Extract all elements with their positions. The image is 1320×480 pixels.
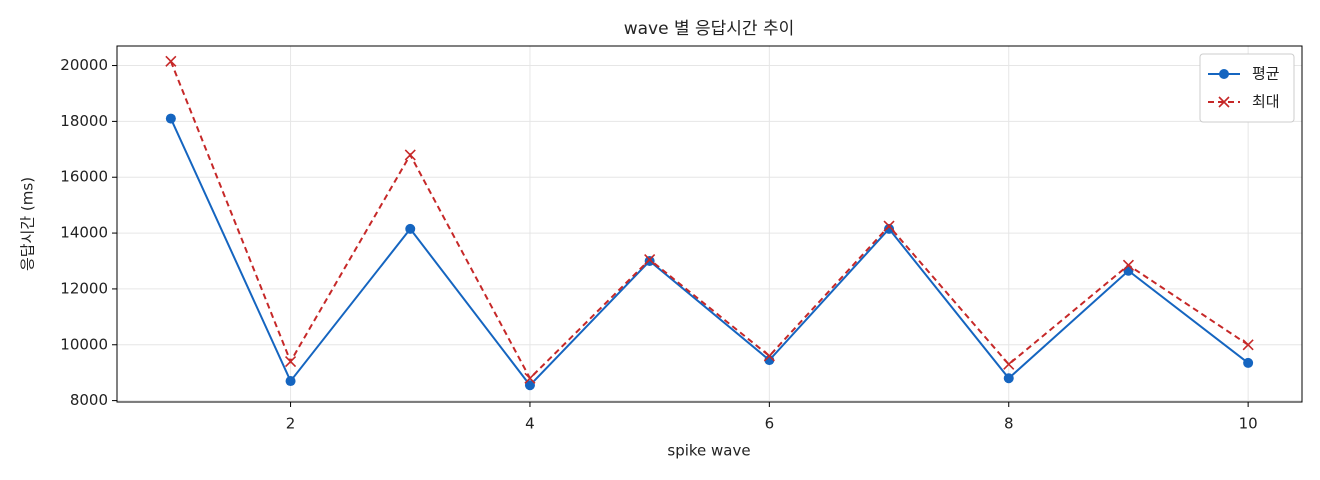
point bbox=[165, 55, 177, 67]
legend-label: 평균 bbox=[1252, 65, 1280, 83]
point bbox=[884, 223, 895, 234]
point bbox=[405, 223, 416, 234]
series-line bbox=[169, 60, 1249, 380]
point bbox=[1003, 358, 1015, 370]
plot-frame bbox=[116, 45, 1303, 403]
x-tick-label: 2 bbox=[286, 415, 296, 433]
point bbox=[1243, 357, 1254, 368]
y-tick-label: 10000 bbox=[60, 335, 108, 353]
y-tick-label: 12000 bbox=[60, 279, 108, 297]
legend-label: 최대 bbox=[1252, 93, 1280, 111]
legend-marker bbox=[1219, 69, 1229, 79]
y-axis-label: 응답시간 (ms) bbox=[19, 177, 37, 271]
legend-marker bbox=[1218, 96, 1230, 108]
point bbox=[524, 380, 535, 391]
point bbox=[524, 372, 536, 384]
x-tick-label: 8 bbox=[1004, 415, 1014, 433]
point bbox=[284, 355, 297, 368]
point bbox=[1122, 259, 1135, 271]
series-line bbox=[169, 118, 1249, 387]
y-tick-label: 8000 bbox=[70, 391, 108, 409]
y-tick-label: 20000 bbox=[60, 56, 108, 74]
point bbox=[1003, 373, 1014, 384]
point bbox=[165, 113, 176, 124]
y-tick-label: 16000 bbox=[60, 168, 108, 186]
y-tick-label: 14000 bbox=[60, 224, 108, 242]
point bbox=[644, 254, 656, 266]
x-axis-label: spike wave bbox=[667, 442, 750, 460]
x-tick-label: 4 bbox=[525, 415, 535, 433]
legend-box bbox=[1199, 53, 1295, 123]
point bbox=[883, 220, 895, 232]
point bbox=[763, 350, 775, 362]
point bbox=[1123, 265, 1134, 276]
chart-title: wave 별 응답시간 추이 bbox=[624, 19, 795, 39]
point bbox=[404, 149, 416, 161]
point bbox=[285, 376, 296, 387]
x-tick-label: 10 bbox=[1239, 415, 1258, 433]
y-tick-label: 18000 bbox=[60, 112, 108, 130]
x-tick-label: 6 bbox=[765, 415, 775, 433]
point bbox=[1242, 339, 1254, 351]
